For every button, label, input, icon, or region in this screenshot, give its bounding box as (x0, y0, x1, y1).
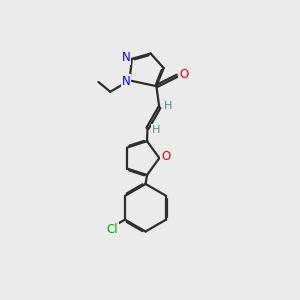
Text: H: H (152, 124, 160, 134)
Text: N: N (122, 51, 130, 64)
Text: O: O (161, 150, 170, 163)
Text: N: N (122, 74, 130, 88)
Text: O: O (179, 68, 188, 81)
Text: H: H (164, 101, 172, 111)
Text: Cl: Cl (106, 224, 118, 236)
